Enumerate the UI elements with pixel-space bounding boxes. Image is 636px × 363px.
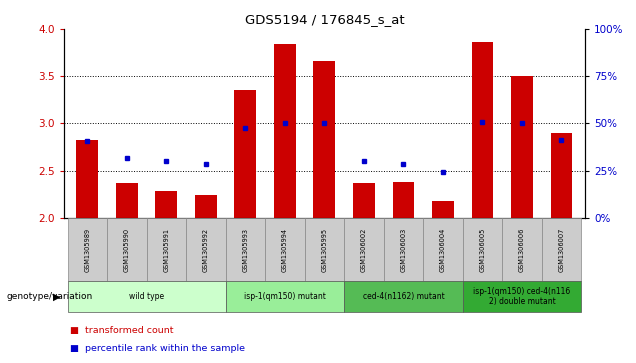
Text: GSM1306005: GSM1306005: [480, 227, 485, 272]
Bar: [305, 218, 344, 281]
Bar: [384, 218, 423, 281]
Text: GSM1305993: GSM1305993: [242, 228, 248, 272]
Text: GSM1306006: GSM1306006: [519, 227, 525, 272]
Bar: [344, 281, 462, 312]
Text: GSM1305991: GSM1305991: [163, 228, 169, 272]
Bar: [344, 218, 384, 281]
Bar: [195, 195, 217, 218]
Text: GSM1305990: GSM1305990: [124, 228, 130, 272]
Text: GSM1305994: GSM1305994: [282, 228, 288, 272]
Text: wild type: wild type: [129, 292, 164, 301]
Bar: [186, 218, 226, 281]
Bar: [116, 183, 137, 218]
Bar: [146, 218, 186, 281]
Bar: [107, 218, 146, 281]
Text: genotype/variation: genotype/variation: [6, 292, 93, 301]
Text: GSM1306004: GSM1306004: [440, 227, 446, 272]
Bar: [392, 182, 414, 218]
Text: ■  transformed count: ■ transformed count: [70, 326, 174, 335]
Bar: [511, 76, 533, 218]
Bar: [226, 281, 344, 312]
Bar: [471, 42, 494, 218]
Text: ■  percentile rank within the sample: ■ percentile rank within the sample: [70, 344, 245, 353]
Text: ced-4(n1162) mutant: ced-4(n1162) mutant: [363, 292, 445, 301]
Text: GSM1305995: GSM1305995: [321, 228, 328, 272]
Text: GSM1306002: GSM1306002: [361, 227, 367, 272]
Bar: [226, 218, 265, 281]
Text: GSM1306007: GSM1306007: [558, 227, 564, 272]
Text: GSM1305992: GSM1305992: [203, 228, 209, 272]
Bar: [67, 218, 107, 281]
Bar: [353, 183, 375, 218]
Bar: [542, 218, 581, 281]
Bar: [155, 191, 177, 218]
Text: isp-1(qm150) ced-4(n116
2) double mutant: isp-1(qm150) ced-4(n116 2) double mutant: [473, 287, 570, 306]
Bar: [462, 218, 502, 281]
Text: isp-1(qm150) mutant: isp-1(qm150) mutant: [244, 292, 326, 301]
Bar: [462, 281, 581, 312]
Bar: [314, 61, 335, 218]
Title: GDS5194 / 176845_s_at: GDS5194 / 176845_s_at: [245, 13, 404, 26]
Bar: [235, 90, 256, 218]
Bar: [551, 133, 572, 218]
Text: GSM1305989: GSM1305989: [85, 228, 90, 272]
Text: GSM1306003: GSM1306003: [401, 228, 406, 272]
Bar: [76, 140, 98, 218]
Bar: [502, 218, 542, 281]
Bar: [274, 44, 296, 218]
Bar: [265, 218, 305, 281]
Text: ▶: ▶: [53, 292, 60, 302]
Bar: [67, 281, 226, 312]
Bar: [432, 201, 453, 218]
Bar: [423, 218, 462, 281]
